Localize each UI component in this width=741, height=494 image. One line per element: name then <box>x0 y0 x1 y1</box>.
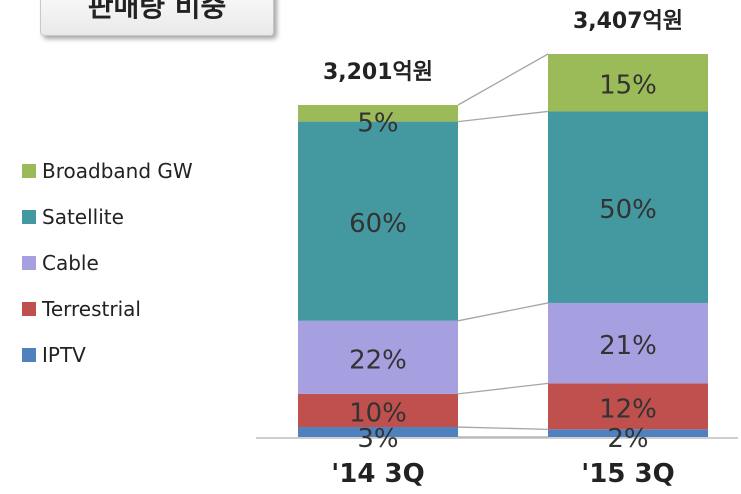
legend-item: Terrestrial <box>22 286 193 332</box>
chart-legend: Broadband GW Satellite Cable Terrestrial IPT… <box>22 148 193 378</box>
bar-segment-iptv <box>548 429 708 437</box>
data-label: 60% <box>349 209 407 239</box>
data-label: 3% <box>357 424 398 454</box>
bar-segment-cable <box>298 320 458 394</box>
connector-line <box>457 426 549 430</box>
legend-label: Terrestrial <box>42 297 141 321</box>
connector-line <box>457 382 549 395</box>
legend-item: IPTV <box>22 332 193 378</box>
bar-segment-broadband-gw <box>548 54 708 112</box>
data-label: 5% <box>357 109 398 139</box>
data-label: 50% <box>599 195 657 225</box>
legend-item: Satellite <box>22 194 193 240</box>
bar-total-label: 3,201억원 <box>323 60 433 85</box>
bar-segment-terrestrial <box>298 393 458 428</box>
legend-item: Cable <box>22 240 193 286</box>
legend-item: Broadband GW <box>22 148 193 194</box>
legend-label: IPTV <box>42 343 86 367</box>
bar-segment-terrestrial <box>548 383 708 430</box>
bar-segment-iptv <box>298 427 458 437</box>
data-label: 15% <box>599 71 657 101</box>
legend-label: Cable <box>42 251 99 275</box>
bar-segment-satellite <box>548 111 708 303</box>
connector-line <box>457 53 549 106</box>
data-label: 21% <box>599 331 657 361</box>
bar-segment-broadband-gw <box>298 105 458 122</box>
data-label: 22% <box>349 345 407 375</box>
legend-swatch <box>22 210 36 224</box>
bar-segment-satellite <box>298 121 458 321</box>
legend-swatch <box>22 302 36 316</box>
legend-swatch <box>22 256 36 270</box>
data-label: 10% <box>349 398 407 428</box>
legend-swatch <box>22 348 36 362</box>
legend-label: Broadband GW <box>42 159 193 183</box>
legend-label: Satellite <box>42 205 124 229</box>
data-label: 2% <box>607 424 648 454</box>
connector-line <box>457 110 549 123</box>
bar-total-label: 3,407억원 <box>573 9 683 34</box>
chart-title: 판매량 비중 <box>87 0 227 23</box>
data-label: 12% <box>599 394 657 424</box>
x-tick-label: '14 3Q <box>331 459 424 489</box>
x-tick-label: '15 3Q <box>581 459 674 489</box>
legend-swatch <box>22 164 36 178</box>
bar-segment-cable <box>548 302 708 384</box>
connector-line <box>457 302 549 322</box>
chart-title-box: 판매량 비중 <box>40 0 274 36</box>
